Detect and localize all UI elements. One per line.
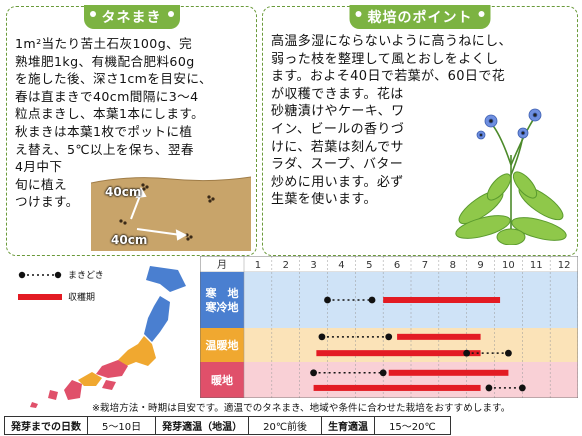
legend-sowing-label: まきどき [68,271,104,281]
legend-sowing: まきどき [18,268,104,281]
cultivation-text-line-5: 砂糖漬けやケーキ、ワ [271,104,405,120]
germination-days-value: 5〜10日 [86,416,157,435]
month-label-3: 3 [310,260,316,271]
cultivation-instructions: 高温多湿にならないように高うねにし、 弱った枝を整理して風とおしをよくし ます。およ… [271,33,512,209]
sowing-end-dot-4 [379,369,387,377]
spacing-label-horizontal: 40cm [111,233,148,247]
sowing-start-dot-1 [324,296,331,304]
sowing-text-line-5: 粒点まきし、本葉1本にします。 [15,106,205,122]
sowing-text-line-9: 旬に植え [15,176,67,192]
germination-days-label: 発芽までの日数 [4,416,88,435]
sowing-card-title: タネまき [83,5,180,29]
region-label-bg-1 [200,272,244,328]
sowing-text-line-1: 1m²当たり苦土石灰100g、完 [15,36,193,51]
sowing-text-line-10: つけます。 [15,194,79,210]
region-label-1-2: 寒冷地 [205,300,239,314]
harvest-legend-swatch [18,293,62,300]
cultivation-text-line-2: 弱った枝を整理して風とおしをよくし [271,51,499,67]
cultivation-text-line-3: ます。およそ40日で若葉が、60日で花 [271,69,506,85]
cultivation-text-line-8: ラダ、スープ、バター [271,157,404,173]
cultivation-text-line-6: イン、ビールの香りづ [271,121,405,137]
cultivation-text-line-9: 炒めに用います。必ず [271,174,404,190]
month-label-2: 2 [283,260,289,271]
harvest-period-bar-2 [397,333,481,340]
sowing-end-dot-2 [385,333,393,341]
sowing-end-dot-3 [505,349,512,357]
sowing-end-dot-1 [368,296,376,304]
region-label-bg-3 [200,362,244,398]
cultivation-card: 栽培のポイント 高温多湿にならないように高うねにし、 弱った枝を整理して風とおしを… [262,5,578,256]
harvest-period-bar-1 [383,297,501,303]
sowing-text-line-6: 秋まきは本葉1枚でポットに植 [15,123,193,139]
sowing-card: タネまき 1m²当たり苦土石灰100g、完 熟堆肥1kg、有機配合肥料60g を施し… [6,5,257,256]
region-label-2-1: 温暖地 [206,338,239,352]
sowing-instructions: 1m²当たり苦土石灰100g、完 熟堆肥1kg、有機配合肥料60g を施した後、深さ… [15,35,212,211]
region-label-bg-2 [200,328,244,362]
sowing-start-dot-5 [485,384,493,392]
month-label-9: 9 [477,260,483,271]
germination-stats: 発芽までの日数 5〜10日 発芽適温（地温） 20℃前後 生育適温 15〜20℃ [4,416,451,435]
sowing-text-line-3: を施した後、深さ1cmを目安に、 [15,71,212,87]
seed-spacing-illustration: 40cm 40cm [90,171,252,251]
sowing-text-line-7: え替え、5℃以上を保ち、翌春 [15,141,194,157]
month-label-7: 7 [422,260,428,271]
sowing-start-dot-4 [310,369,317,377]
sowing-text-line-8: 4月中下 [15,159,63,175]
germination-temp-label: 発芽適温（地温） [155,416,250,435]
sowing-start-dot-3 [463,349,471,357]
cultivation-text-line-4: が収穫できます。花は [271,86,404,102]
cultivation-text-line-10: 生葉を使います。 [271,192,377,208]
spacing-label-vertical: 40cm [105,185,142,199]
month-label-6: 6 [394,260,400,271]
japan-climate-map [10,262,200,412]
cultivation-text-line-1: 高温多湿にならないように高うねにし、 [271,34,512,49]
sowing-text-line-4: 春は直まきで40cm間隔に3〜4 [15,88,199,104]
month-label-11: 11 [530,260,543,271]
calendar-header-label: 月 [217,259,227,271]
region-label-3-1: 暖地 [211,373,233,387]
month-label-5: 5 [366,260,372,271]
cultivation-text-line-7: けに、若葉は刻んでサ [271,139,404,155]
harvest-period-bar-3 [316,350,481,357]
harvest-period-bar-4 [388,369,509,376]
borage-plant-illustration [451,95,569,246]
month-label-12: 12 [558,260,571,271]
month-label-8: 8 [450,260,456,271]
calendar-footnote: ※栽培方法・時期は目安です。適温でのタネまき、地域や条件に合わせた栽培をおすすめ… [92,403,511,414]
month-label-10: 10 [502,260,515,271]
region-label-1-1: 寒 地 [205,286,239,300]
germination-temp-value: 20℃前後 [248,416,323,435]
legend-harvest-label: 収穫期 [68,293,96,303]
growth-temp-label: 生育適温 [321,416,376,435]
sowing-start-dot-2 [318,333,326,341]
sowing-text-line-2: 熟堆肥1kg、有機配合肥料60g [15,53,195,69]
sowing-legend-swatch [18,271,62,278]
cultivation-calendar: 月 1 2 3 4 5 6 7 8 9 10 11 12 寒 地寒冷地 温暖地 暖地 [199,255,579,399]
month-label-1: 1 [255,260,261,271]
harvest-period-bar-5 [313,384,481,391]
legend-harvest: 収穫期 [18,290,95,303]
month-label-4: 4 [338,260,344,271]
cultivation-card-title: 栽培のポイント [349,5,491,29]
growth-temp-value: 15〜20℃ [374,416,451,435]
sowing-end-dot-5 [518,384,526,392]
